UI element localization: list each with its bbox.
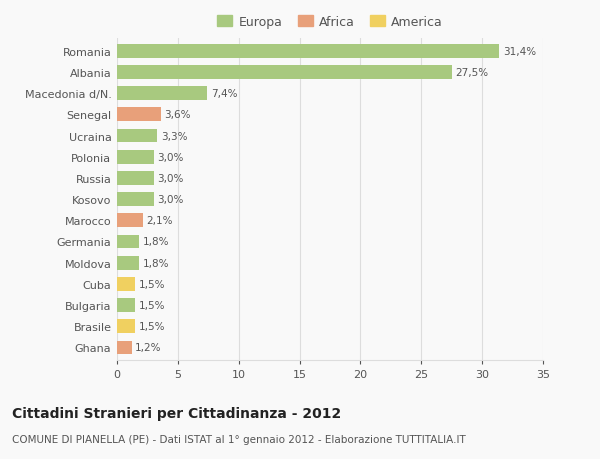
Text: 3,3%: 3,3% xyxy=(161,131,187,141)
Bar xyxy=(117,45,499,59)
Text: 27,5%: 27,5% xyxy=(455,68,488,78)
Bar xyxy=(117,235,139,249)
Bar xyxy=(117,66,452,80)
Text: Cittadini Stranieri per Cittadinanza - 2012: Cittadini Stranieri per Cittadinanza - 2… xyxy=(12,406,341,420)
Bar xyxy=(117,319,135,333)
Bar xyxy=(117,298,135,312)
Text: COMUNE DI PIANELLA (PE) - Dati ISTAT al 1° gennaio 2012 - Elaborazione TUTTITALI: COMUNE DI PIANELLA (PE) - Dati ISTAT al … xyxy=(12,434,466,444)
Bar xyxy=(117,341,131,354)
Bar xyxy=(117,277,135,291)
Bar xyxy=(117,256,139,270)
Bar xyxy=(117,129,157,143)
Text: 1,8%: 1,8% xyxy=(143,258,169,268)
Text: 7,4%: 7,4% xyxy=(211,89,237,99)
Text: 1,5%: 1,5% xyxy=(139,300,166,310)
Text: 1,5%: 1,5% xyxy=(139,321,166,331)
Bar xyxy=(117,87,207,101)
Legend: Europa, Africa, America: Europa, Africa, America xyxy=(212,11,448,34)
Text: 1,5%: 1,5% xyxy=(139,279,166,289)
Text: 3,0%: 3,0% xyxy=(157,195,184,205)
Text: 1,8%: 1,8% xyxy=(143,237,169,247)
Bar xyxy=(117,214,143,228)
Bar xyxy=(117,151,154,164)
Text: 2,1%: 2,1% xyxy=(146,216,173,226)
Text: 31,4%: 31,4% xyxy=(503,47,536,57)
Bar xyxy=(117,108,161,122)
Text: 1,2%: 1,2% xyxy=(135,342,162,353)
Text: 3,6%: 3,6% xyxy=(164,110,191,120)
Bar xyxy=(117,193,154,207)
Text: 3,0%: 3,0% xyxy=(157,152,184,162)
Text: 3,0%: 3,0% xyxy=(157,174,184,184)
Bar xyxy=(117,172,154,185)
